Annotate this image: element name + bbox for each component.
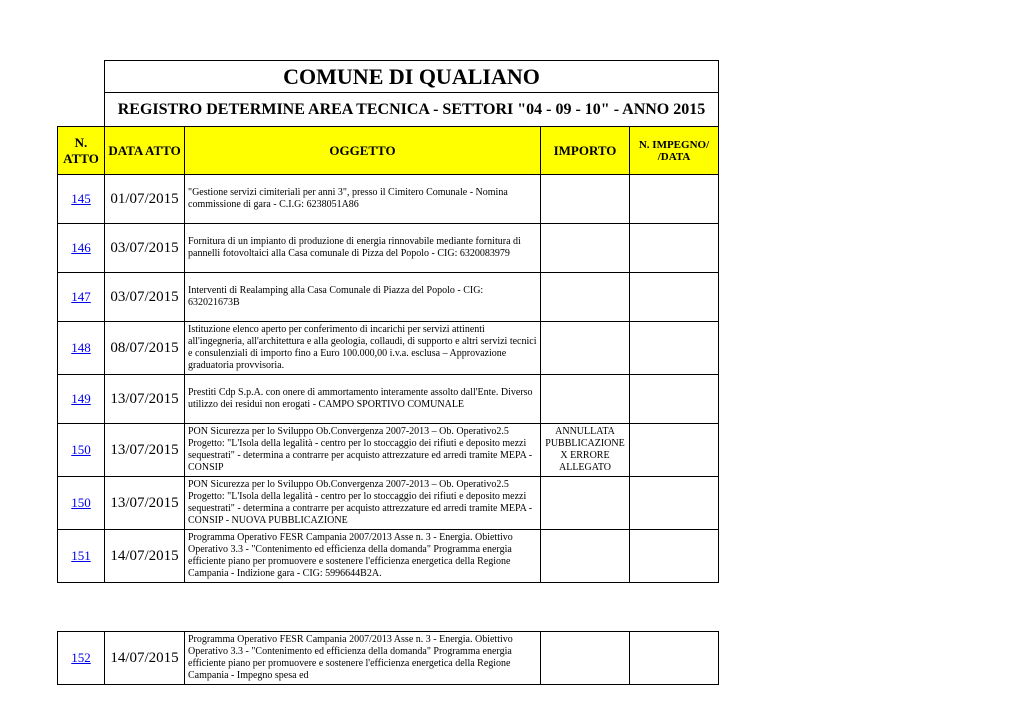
importo-cell [541,175,630,224]
table-row: 146 03/07/2015Fornitura di un impianto di… [58,224,719,273]
col-importo: IMPORTO [541,127,630,175]
table-row: 149 13/07/2015Prestiti Cdp S.p.A. con one… [58,375,719,424]
date-cell: 03/07/2015 [105,273,185,322]
table-row: 151 14/07/2015Programma Operativo FESR Ca… [58,530,719,583]
atto-link[interactable]: 150 [71,442,91,457]
page-subtitle: REGISTRO DETERMINE AREA TECNICA - SETTOR… [105,93,719,127]
oggetto-cell: PON Sicurezza per lo Sviluppo Ob.Converg… [185,477,541,530]
importo-cell [541,322,630,375]
col-data-atto: DATA ATTO [105,127,185,175]
oggetto-cell: Fornitura di un impianto di produzione d… [185,224,541,273]
table-row: 148 08/07/2015Istituzione elenco aperto p… [58,322,719,375]
importo-cell [541,375,630,424]
table-row: 147 03/07/2015Interventi di Realamping al… [58,273,719,322]
col-natto: N. ATTO [58,127,105,175]
col-impegno: N. IMPEGNO/ /DATA [630,127,719,175]
atto-link[interactable]: 145 [71,191,91,206]
impegno-cell [630,273,719,322]
table-row: 145 01/07/2015"Gestione servizi cimiteria… [58,175,719,224]
date-cell: 13/07/2015 [105,375,185,424]
atto-link[interactable]: 150 [71,495,91,510]
importo-cell: ANNULLATA PUBBLICAZIONE X ERRORE ALLEGAT… [541,424,630,477]
atto-link[interactable]: 152 [71,650,91,665]
oggetto-cell: "Gestione servizi cimiteriali per anni 3… [185,175,541,224]
importo-cell [541,530,630,583]
impegno-cell [630,224,719,273]
table-row: 150 13/07/2015PON Sicurezza per lo Svilup… [58,424,719,477]
date-cell: 03/07/2015 [105,224,185,273]
atto-link[interactable]: 147 [71,289,91,304]
importo-cell [541,224,630,273]
atto-link[interactable]: 148 [71,340,91,355]
oggetto-cell: Interventi di Realamping alla Casa Comun… [185,273,541,322]
oggetto-cell: Prestiti Cdp S.p.A. con onere di ammorta… [185,375,541,424]
date-cell: 01/07/2015 [105,175,185,224]
date-cell: 08/07/2015 [105,322,185,375]
register-table: COMUNE DI QUALIANOREGISTRO DETERMINE ARE… [57,60,719,685]
impegno-cell [630,322,719,375]
impegno-cell [630,477,719,530]
impegno-cell [630,424,719,477]
table-row: 150 13/07/2015PON Sicurezza per lo Svilup… [58,477,719,530]
table-row: 152 14/07/2015Programma Operativo FESR Ca… [58,632,719,685]
oggetto-cell: Programma Operativo FESR Campania 2007/2… [185,632,541,685]
impegno-cell [630,375,719,424]
col-oggetto: OGGETTO [185,127,541,175]
importo-cell [541,632,630,685]
atto-link[interactable]: 149 [71,391,91,406]
atto-link[interactable]: 146 [71,240,91,255]
date-cell: 14/07/2015 [105,632,185,685]
oggetto-cell: PON Sicurezza per lo Sviluppo Ob.Converg… [185,424,541,477]
impegno-cell [630,632,719,685]
atto-link[interactable]: 151 [71,548,91,563]
impegno-cell [630,530,719,583]
oggetto-cell: Programma Operativo FESR Campania 2007/2… [185,530,541,583]
importo-cell [541,477,630,530]
impegno-cell [630,175,719,224]
page-title: COMUNE DI QUALIANO [105,61,719,93]
oggetto-cell: Istituzione elenco aperto per conferimen… [185,322,541,375]
date-cell: 14/07/2015 [105,530,185,583]
date-cell: 13/07/2015 [105,424,185,477]
importo-cell [541,273,630,322]
date-cell: 13/07/2015 [105,477,185,530]
